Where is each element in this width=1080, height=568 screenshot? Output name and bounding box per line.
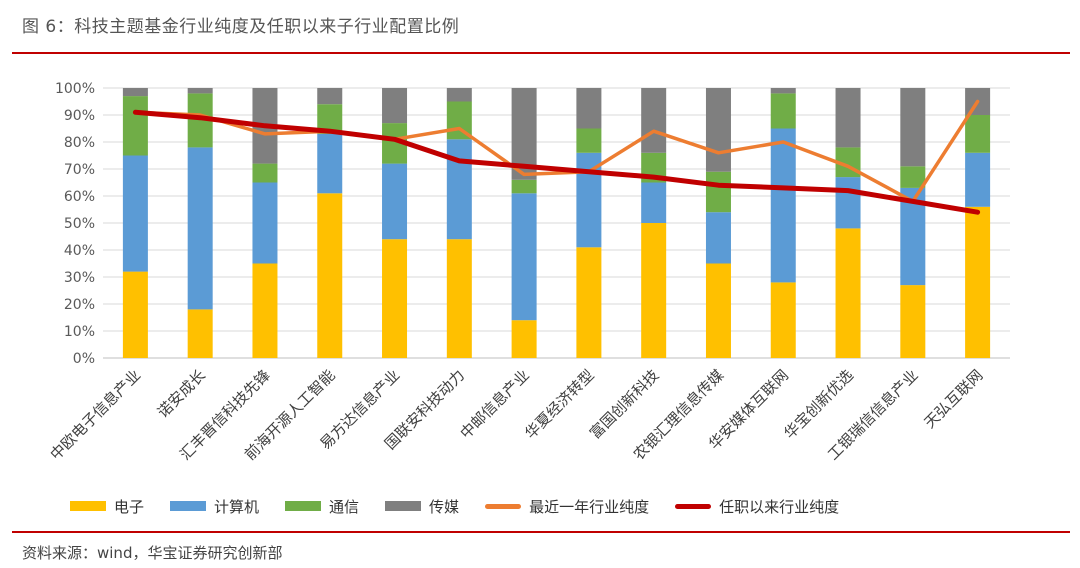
legend-label-tenure-purity: 任职以来行业纯度 <box>719 497 840 516</box>
bar-electronics <box>770 282 796 358</box>
bar-computer <box>705 212 731 264</box>
legend-item-electronics: 电子 <box>70 494 144 518</box>
bar-media <box>122 88 148 97</box>
bar-media <box>900 88 926 167</box>
y-tick-label: 40% <box>64 243 95 259</box>
bar-telecom <box>122 96 148 156</box>
legend-label-recent-purity: 最近一年行业纯度 <box>529 497 650 516</box>
y-tick-label: 70% <box>64 162 95 178</box>
legend-label-electronics: 电子 <box>114 497 145 516</box>
bar-electronics <box>965 206 991 358</box>
legend-label-media: 传媒 <box>429 497 460 516</box>
chart-title: 图 6：科技主题基金行业纯度及任职以来子行业配置比例 <box>22 17 460 37</box>
bar-telecom <box>576 128 602 153</box>
bar-computer <box>317 133 343 194</box>
bar-electronics <box>835 228 861 358</box>
bar-electronics <box>900 285 926 358</box>
legend-label-computer: 计算机 <box>214 497 260 516</box>
bar-media <box>317 88 343 105</box>
bar-telecom <box>770 93 796 129</box>
bar-computer <box>187 147 213 310</box>
bar-computer <box>641 182 667 223</box>
bar-media <box>835 88 861 148</box>
bar-computer <box>965 152 991 207</box>
bar-computer <box>835 177 861 229</box>
y-tick-label: 30% <box>64 270 95 286</box>
bar-computer <box>770 128 796 283</box>
bar-electronics <box>641 223 667 358</box>
legend-swatch-tenure-purity <box>675 503 712 509</box>
bar-electronics <box>446 239 472 358</box>
legend-item-recent-purity: 最近一年行业纯度 <box>485 494 649 518</box>
bar-electronics <box>511 320 537 358</box>
legend-label-telecom: 通信 <box>329 497 360 516</box>
chart-legend: 电子 计算机 通信 传媒 最近一年行业纯度 任职以来行业纯度 <box>70 494 1030 518</box>
bar-computer <box>382 163 408 240</box>
bar-electronics <box>705 263 731 358</box>
line-recent-purity <box>133 99 980 204</box>
bar-telecom <box>705 171 731 213</box>
y-tick-label: 10% <box>64 324 95 340</box>
legend-item-telecom: 通信 <box>285 494 359 518</box>
y-tick-label: 90% <box>64 108 95 124</box>
bar-media <box>576 88 602 129</box>
bar-electronics <box>122 271 148 358</box>
y-tick-label: 0% <box>73 351 95 367</box>
bottom-divider <box>12 531 1070 533</box>
bar-electronics <box>382 239 408 358</box>
legend-item-media: 传媒 <box>385 494 459 518</box>
legend-swatch-computer <box>170 501 207 511</box>
legend-swatch-telecom <box>285 501 322 511</box>
bar-computer <box>446 139 472 240</box>
legend-swatch-media <box>385 501 422 511</box>
legend-swatch-recent-purity <box>485 503 522 509</box>
bar-electronics <box>317 193 343 358</box>
x-tick-label: 天弘互联网 <box>921 366 987 432</box>
bar-media <box>705 88 731 172</box>
bar-telecom <box>900 166 926 188</box>
top-divider <box>12 52 1070 54</box>
x-tick-label: 诺安成长 <box>154 366 209 421</box>
y-tick-label: 80% <box>64 135 95 151</box>
y-tick-label: 20% <box>64 297 95 313</box>
bar-telecom <box>511 179 537 194</box>
source-note: 资料来源：wind，华宝证券研究创新部 <box>22 544 283 562</box>
bar-computer <box>511 193 537 321</box>
x-tick-label: 中欧电子信息产业 <box>47 366 145 464</box>
y-tick-label: 50% <box>64 216 95 232</box>
legend-item-tenure-purity: 任职以来行业纯度 <box>675 494 839 518</box>
bar-media <box>382 88 408 124</box>
y-tick-label: 60% <box>64 189 95 205</box>
bar-computer <box>122 155 148 272</box>
y-tick-label: 100% <box>55 81 95 97</box>
legend-swatch-electronics <box>70 501 106 511</box>
bar-media <box>446 88 472 102</box>
bar-electronics <box>576 247 602 358</box>
line-tenure-purity <box>132 109 981 215</box>
bar-telecom <box>965 115 991 153</box>
bar-media <box>770 88 796 94</box>
bar-telecom <box>252 163 278 183</box>
legend-item-computer: 计算机 <box>170 494 259 518</box>
bar-computer <box>252 182 278 264</box>
bar-media <box>187 88 213 94</box>
bar-media <box>641 88 667 153</box>
bar-electronics <box>252 263 278 358</box>
bar-electronics <box>187 309 213 358</box>
